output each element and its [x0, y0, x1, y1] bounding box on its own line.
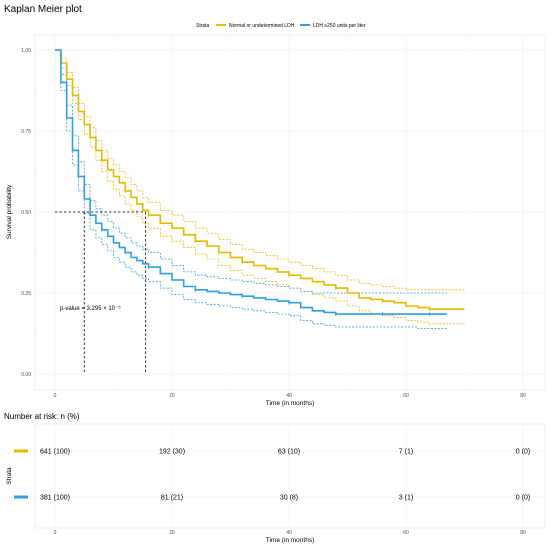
risk-table-cell: 7 (1)	[399, 449, 413, 456]
km-x-tick-label: 80	[520, 393, 526, 399]
km-y-tick-label: 1.00	[21, 48, 31, 54]
risk-table-ticks: 0 20 40 60 80	[54, 530, 526, 536]
risk-table-panel	[34, 423, 546, 529]
risk-table-cell: 192 (30)	[159, 449, 185, 456]
km-panel	[34, 34, 546, 391]
risk-table-cell: 381 (100)	[40, 495, 70, 502]
risk-x-tick-label: 80	[520, 530, 526, 536]
km-y-tick-label: 0.50	[21, 210, 31, 216]
risk-table-cell: 0 (0)	[516, 449, 530, 456]
risk-x-tick-label: 0	[54, 530, 57, 536]
risk-table-cell: 641 (100)	[40, 449, 70, 456]
risk-x-axis-title: Time (in months)	[266, 537, 315, 544]
km-y-tick-label: 0.00	[21, 372, 31, 378]
p-value-annotation: p-value = 3.295 × 10⁻⁵	[60, 305, 121, 312]
risk-table-cell: 30 (8)	[280, 495, 298, 502]
risk-table-grid	[35, 424, 545, 528]
km-x-tick-label: 0	[54, 393, 57, 399]
risk-x-tick-label: 40	[286, 530, 292, 536]
plot-title: Kaplan Meier plot	[4, 4, 82, 15]
km-curves	[55, 49, 465, 317]
risk-table-cell: 0 (0)	[516, 495, 530, 502]
km-x-tick-label: 40	[286, 393, 292, 399]
risk-table-cell: 81 (21)	[161, 495, 183, 502]
legend-label-ldh: LDH ≥250 units per liter	[313, 23, 366, 29]
risk-table-title: Number at risk: n (%)	[4, 412, 80, 421]
km-y-tick-label: 0.75	[21, 129, 31, 135]
km-ticks: 0 20 40 60 80 0.00 0.25 0.50 0.75 1.00	[21, 48, 526, 399]
survival-curve-ldh	[55, 49, 447, 315]
km-grid	[35, 35, 545, 390]
km-x-tick-label: 60	[403, 393, 409, 399]
ci-lower-normal	[55, 49, 465, 325]
risk-x-tick-label: 60	[403, 530, 409, 536]
risk-y-axis-title: Strata	[6, 467, 13, 485]
ci-lower-ldh	[55, 49, 447, 329]
risk-x-tick-label: 20	[169, 530, 175, 536]
legend-title: Strata	[196, 23, 210, 29]
km-y-axis-title: Survival probability	[6, 184, 13, 239]
km-y-tick-label: 0.25	[21, 291, 31, 297]
km-x-tick-label: 20	[169, 393, 175, 399]
ci-upper-normal	[55, 49, 465, 291]
km-x-axis-title: Time (in months)	[266, 400, 315, 407]
risk-table-rows: 641 (100) 192 (30) 63 (10) 7 (1) 0 (0) 381 (1…	[14, 449, 530, 502]
risk-table-cell: 3 (1)	[399, 495, 413, 502]
legend-label-normal: Normal or undetermined LDH	[229, 23, 295, 29]
median-survival-lines	[55, 211, 147, 374]
legend: Strata Normal or undetermined LDH LDH ≥2…	[196, 23, 366, 29]
survival-curve-normal	[55, 49, 465, 310]
risk-table-cell: 63 (10)	[278, 449, 300, 456]
